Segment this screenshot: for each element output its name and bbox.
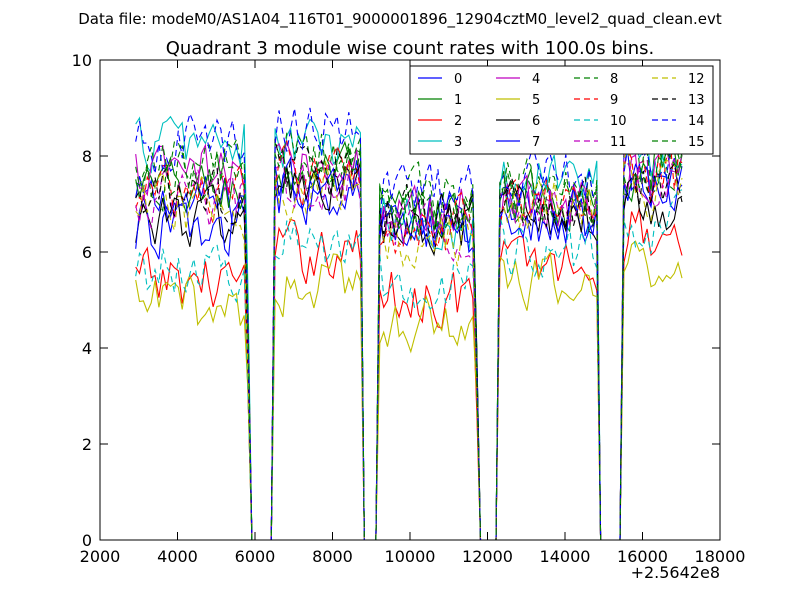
series-line-3 <box>135 115 683 540</box>
legend-label-11: 11 <box>610 135 627 150</box>
legend-label-8: 8 <box>610 72 618 87</box>
y-tick-label: 2 <box>82 435 92 454</box>
series-line-10 <box>135 189 683 540</box>
x-tick-label: 4000 <box>157 547 198 566</box>
x-tick-label: 2000 <box>80 547 121 566</box>
y-tick-label: 4 <box>82 339 92 358</box>
legend-label-9: 9 <box>610 93 618 108</box>
series-line-14 <box>135 107 683 540</box>
y-tick-label: 0 <box>82 531 92 550</box>
legend-label-0: 0 <box>454 72 462 87</box>
y-tick-label: 8 <box>82 147 92 166</box>
legend-label-10: 10 <box>610 114 627 129</box>
series-line-7 <box>135 156 683 540</box>
series-line-9 <box>135 139 683 540</box>
legend-label-14: 14 <box>688 114 705 129</box>
legend-label-4: 4 <box>532 72 540 87</box>
x-tick-label: 14000 <box>540 547 591 566</box>
series-line-13 <box>135 138 683 540</box>
chart-title: Quadrant 3 module wise count rates with … <box>166 38 655 59</box>
axes-layer: 2000 4000 6000 8000 10000 12000 14000 16000 1800… <box>72 51 746 566</box>
y-tick-label: 6 <box>82 243 92 262</box>
legend-box <box>409 65 714 155</box>
legend-label-6: 6 <box>532 114 540 129</box>
x-tick-label: 8000 <box>312 547 353 566</box>
legend-label-5: 5 <box>532 93 540 108</box>
series-line-12 <box>135 147 683 540</box>
figure-suptitle: Data file: modeM0/AS1A04_116T01_90000018… <box>78 10 722 29</box>
x-tick-label: 10000 <box>385 547 436 566</box>
x-tick-label: 16000 <box>617 547 668 566</box>
series-line-1 <box>135 140 683 540</box>
legend-label-1: 1 <box>454 93 462 108</box>
series-line-15 <box>135 145 683 540</box>
x-offset-label: +2.5642e8 <box>631 563 720 582</box>
legend-label-12: 12 <box>688 72 705 87</box>
series-line-5 <box>135 240 683 540</box>
x-tick-label: 18000 <box>695 547 746 566</box>
series-line-2 <box>135 208 683 540</box>
series-line-11 <box>135 154 683 540</box>
legend-label-3: 3 <box>454 135 462 150</box>
x-tick-label: 12000 <box>462 547 513 566</box>
legend-label-13: 13 <box>688 93 705 108</box>
legend-label-15: 15 <box>688 135 705 150</box>
legend-label-2: 2 <box>454 114 462 129</box>
legend-label-7: 7 <box>532 135 540 150</box>
x-tick-label: 6000 <box>235 547 276 566</box>
series-layer <box>135 107 683 540</box>
y-tick-label: 10 <box>72 51 92 70</box>
